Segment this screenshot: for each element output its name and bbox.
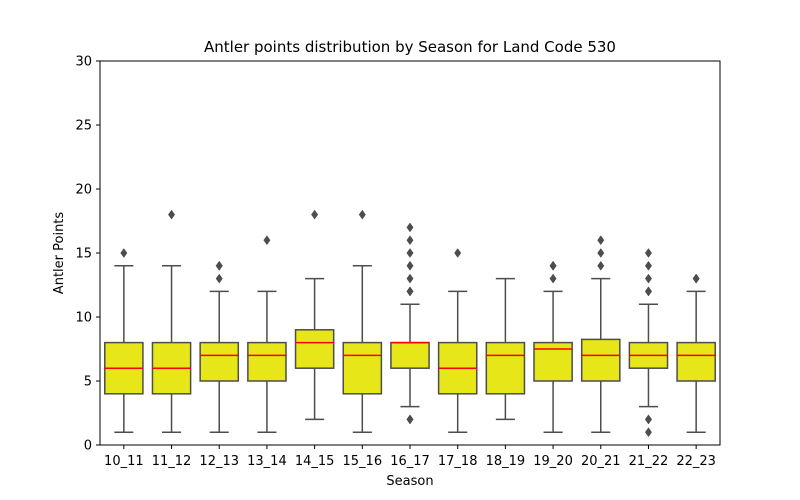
x-tick-label: 12_13 <box>199 454 239 469</box>
y-tick-label: 5 <box>84 375 92 390</box>
outlier-point <box>311 209 319 220</box>
outlier-point <box>406 414 414 425</box>
box-group <box>437 248 478 433</box>
x-tick-label: 21_22 <box>629 454 669 469</box>
box-iqr <box>676 341 716 382</box>
outlier-point <box>406 222 414 233</box>
outlier-point <box>597 235 605 246</box>
box-group <box>676 273 716 433</box>
plot-area <box>104 209 716 438</box>
outlier-point <box>692 273 700 284</box>
box-iqr <box>342 341 383 395</box>
box-group <box>580 235 621 433</box>
y-tick-label: 30 <box>75 55 92 70</box>
y-tick-label: 10 <box>75 311 92 326</box>
outlier-point <box>120 248 128 258</box>
y-axis-label: Antler Points <box>52 212 67 295</box>
outlier-point <box>168 209 176 220</box>
outlier-point <box>215 273 223 284</box>
outlier-point <box>215 260 223 271</box>
y-tick-label: 20 <box>75 183 92 198</box>
box-iqr <box>247 341 287 382</box>
x-tick-label: 16_17 <box>390 454 430 469</box>
box-group <box>199 260 240 433</box>
outlier-point <box>406 286 414 297</box>
outlier-point <box>263 235 271 246</box>
outlier-point <box>454 248 462 258</box>
x-tick-label: 17_18 <box>438 454 478 469</box>
outlier-point <box>406 260 414 271</box>
y-tick-label: 0 <box>84 439 92 454</box>
box-iqr <box>485 341 526 395</box>
outlier-point <box>644 286 652 297</box>
outlier-point <box>406 248 414 258</box>
y-tick-label: 25 <box>75 119 92 134</box>
x-tick-label: 14_15 <box>295 454 335 469</box>
box-group <box>390 222 430 425</box>
x-tick-label: 22_23 <box>676 454 716 469</box>
box-group <box>294 209 335 421</box>
outlier-point <box>644 427 652 438</box>
box-group <box>151 209 192 433</box>
box-group <box>628 248 669 438</box>
chart-title: Antler points distribution by Season for… <box>204 38 616 56</box>
outlier-point <box>549 273 557 284</box>
box-group <box>247 235 287 433</box>
box-group <box>104 248 144 433</box>
axes: 0 5 10 15 20 25 30 10_11 11_12 12_13 13_14 14_15 15_… <box>75 55 715 470</box>
outlier-point <box>549 260 557 271</box>
x-tick-label: 11_12 <box>152 454 192 469</box>
outlier-point <box>406 273 414 284</box>
outlier-point <box>597 260 605 271</box>
box-group <box>485 277 526 421</box>
x-tick-label: 18_19 <box>486 454 526 469</box>
x-tick-label: 13_14 <box>247 454 287 469</box>
x-tick-label: 19_20 <box>533 454 573 469</box>
box-group <box>533 260 573 433</box>
box-iqr <box>199 341 240 382</box>
outlier-point <box>644 260 652 271</box>
outlier-point <box>597 248 605 258</box>
x-tick-label: 15_16 <box>343 454 383 469</box>
y-tick-label: 15 <box>75 247 92 262</box>
box-iqr <box>580 338 621 382</box>
outlier-point <box>406 235 414 246</box>
box-iqr <box>390 341 430 369</box>
outlier-point <box>358 209 366 220</box>
outlier-point <box>644 414 652 425</box>
outlier-point <box>644 248 652 258</box>
x-axis-label: Season <box>386 474 433 489</box>
box-group <box>342 209 383 433</box>
outlier-point <box>644 273 652 284</box>
x-tick-label: 20_21 <box>581 454 621 469</box>
box-iqr <box>294 329 335 369</box>
x-tick-label: 10_11 <box>104 454 144 469</box>
